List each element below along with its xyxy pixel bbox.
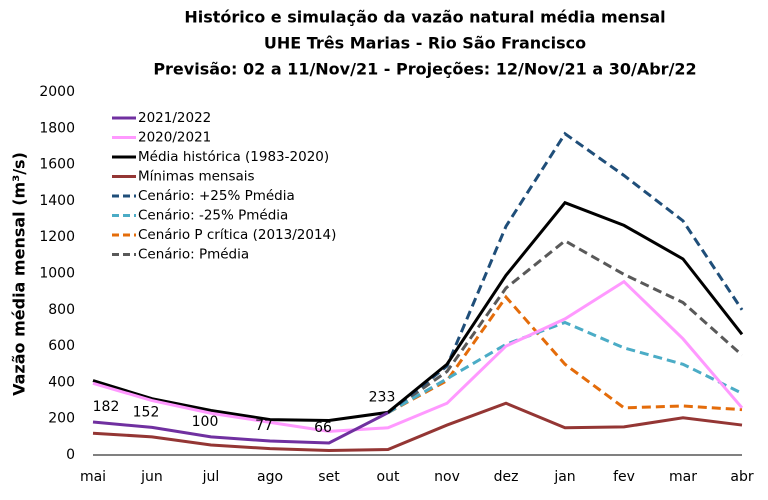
- series-line: [387, 320, 743, 415]
- data-label: 233: [369, 390, 396, 406]
- x-tick-label: abr: [730, 469, 753, 485]
- x-tick-label: jul: [202, 469, 220, 485]
- legend-label: Cenário: Pmédia: [138, 247, 249, 263]
- y-tick-label: 1800: [39, 120, 75, 136]
- data-label: 77: [255, 418, 273, 434]
- data-label: 182: [93, 399, 120, 415]
- data-label: 152: [133, 404, 160, 420]
- y-tick-label: 1600: [39, 157, 75, 173]
- y-tick-label: 200: [48, 411, 75, 427]
- series-line: [92, 200, 744, 423]
- y-tick-label: 1400: [39, 193, 75, 209]
- y-tick-label: 2000: [39, 84, 75, 100]
- x-tick-label: out: [377, 469, 400, 485]
- legend-label: Média histórica (1983-2020): [138, 149, 329, 165]
- y-tick-label: 600: [48, 338, 75, 354]
- legend-label: Cenário: -25% Pmédia: [138, 208, 288, 224]
- y-axis-label: Vazão média mensal (m³/s): [10, 152, 29, 396]
- data-label: 66: [314, 420, 332, 436]
- y-tick-label: 0: [66, 447, 75, 463]
- series-line: [92, 401, 743, 452]
- x-tick-label: nov: [434, 469, 460, 485]
- x-tick-label: dez: [494, 469, 519, 485]
- data-label: 100: [192, 414, 219, 430]
- x-tick-label: mai: [80, 469, 106, 485]
- x-tick-label: fev: [613, 469, 635, 485]
- chart-title: UHE Três Marias - Rio São Francisco: [264, 34, 586, 53]
- legend-label: 2020/2021: [138, 130, 211, 146]
- x-tick-label: jun: [140, 469, 163, 485]
- y-tick-label: 800: [48, 302, 75, 318]
- x-tick-label: ago: [257, 469, 283, 485]
- y-tick-label: 1200: [39, 229, 75, 245]
- y-tick-label: 400: [48, 374, 75, 390]
- legend-label: Cenário P crítica (2013/2014): [138, 227, 336, 243]
- series-line: [387, 294, 743, 415]
- series-line: [92, 279, 744, 433]
- y-tick-label: 1000: [39, 266, 75, 282]
- chart-title: Histórico e simulação da vazão natural m…: [184, 8, 665, 27]
- series-line: [92, 411, 389, 445]
- chart-title: Previsão: 02 a 11/Nov/21 - Projeções: 12…: [153, 60, 696, 79]
- legend-label: Cenário: +25% Pmédia: [138, 188, 295, 204]
- x-tick-label: mar: [669, 469, 697, 485]
- legend-label: Mínimas mensais: [138, 169, 255, 185]
- x-tick-label: jan: [553, 469, 575, 485]
- series-line: [387, 239, 743, 414]
- x-tick-label: set: [318, 469, 340, 485]
- legend-label: 2021/2022: [138, 110, 211, 126]
